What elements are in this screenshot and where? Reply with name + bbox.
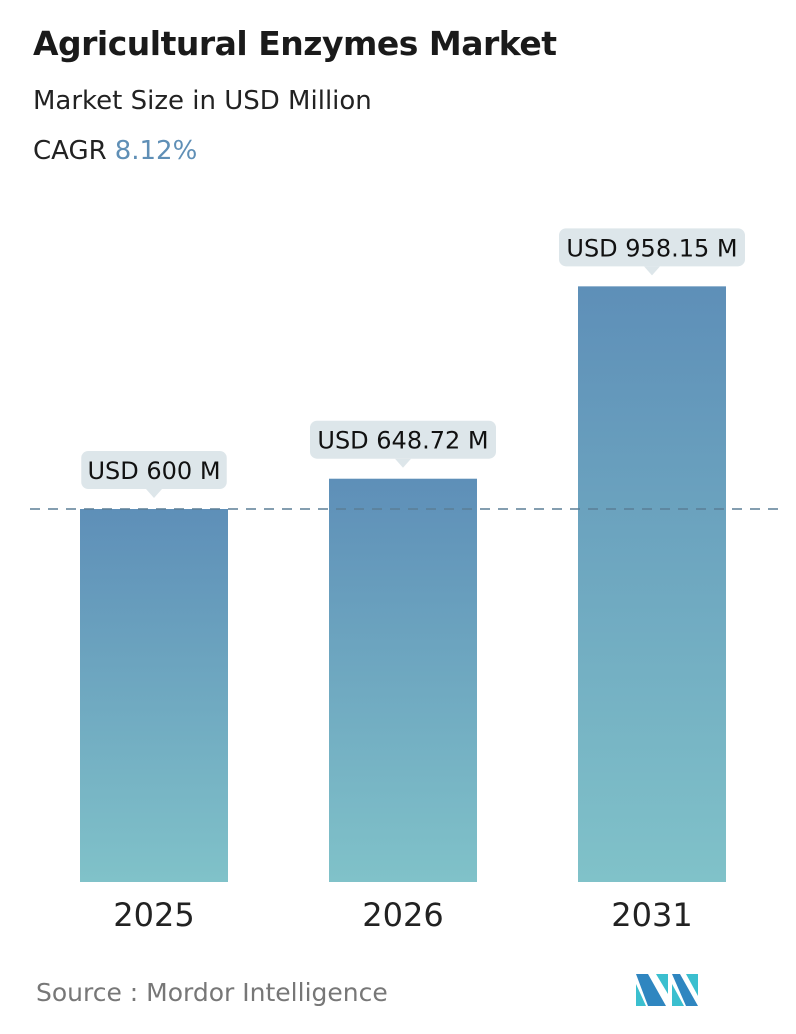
- source-text: Source : Mordor Intelligence: [36, 978, 388, 1007]
- bar-2026: [329, 478, 477, 882]
- data-label: USD 958.15 M: [566, 234, 737, 262]
- bar-2025: [80, 509, 228, 882]
- mordor-logo-icon: [636, 974, 698, 1006]
- cagr-value: 8.12%: [114, 136, 198, 166]
- data-label-bg: [559, 228, 745, 267]
- x-tick-label: 2026: [362, 896, 443, 934]
- data-label: USD 600 M: [87, 457, 220, 485]
- data-label-pointer: [395, 458, 411, 468]
- data-label-pointer: [146, 489, 162, 498]
- chart-title: Agricultural Enzymes Market: [33, 24, 557, 63]
- data-label-bg: [81, 451, 227, 489]
- data-label-bg: [310, 420, 496, 459]
- data-label: USD 648.72 M: [317, 427, 488, 455]
- bar-chart: USD 600 M 2025 USD 648.72 M 2026 USD 958.15 …: [30, 228, 782, 934]
- x-tick-label: 2031: [611, 896, 692, 934]
- cagr: CAGR 8.12%: [33, 136, 197, 166]
- cagr-label: CAGR: [33, 136, 107, 166]
- chart-subtitle: Market Size in USD Million: [33, 86, 372, 116]
- data-label-pointer: [644, 266, 660, 276]
- bar-2031: [578, 286, 726, 882]
- x-tick-label: 2025: [113, 896, 194, 934]
